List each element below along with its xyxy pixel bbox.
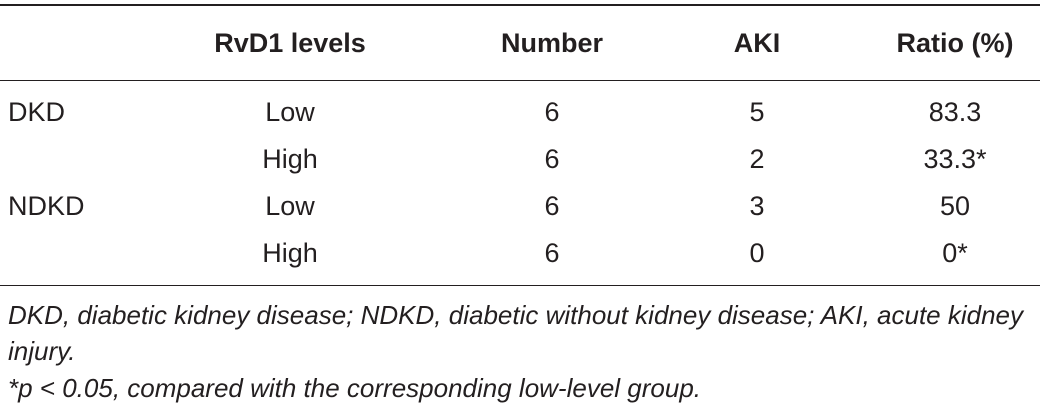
cell-rvd1: High [262, 144, 318, 174]
cell-rvd1: Low [265, 97, 315, 127]
bottom-rule [0, 285, 1040, 286]
cell-group: DKD [8, 97, 66, 127]
footnote-abbreviations: DKD, diabetic kidney disease; NDKD, diab… [8, 300, 1024, 366]
cell-ratio: 83.3 [928, 97, 982, 127]
header-aki: AKI [733, 28, 781, 58]
cell-ratio: 33.3* [923, 144, 987, 174]
cell-number: 6 [544, 191, 560, 221]
cell-ratio: 50 [939, 191, 971, 221]
cell-aki: 5 [749, 97, 765, 127]
header-ratio: Ratio (%) [896, 28, 1014, 58]
footnote-significance: *p < 0.05, compared with the correspondi… [8, 373, 702, 403]
cell-rvd1: High [262, 238, 318, 268]
cell-rvd1: Low [265, 191, 315, 221]
top-rule [0, 4, 1040, 6]
cell-group: NDKD [8, 191, 85, 221]
cell-number: 6 [544, 144, 560, 174]
cell-aki: 3 [749, 191, 765, 221]
header-rule [0, 80, 1040, 81]
cell-aki: 0 [749, 238, 765, 268]
header-number: Number [500, 28, 604, 58]
cell-ratio: 0* [942, 238, 968, 268]
cell-aki: 2 [749, 144, 765, 174]
header-rvd1-levels: RvD1 levels [214, 28, 366, 58]
cell-number: 6 [544, 97, 560, 127]
cell-number: 6 [544, 238, 560, 268]
